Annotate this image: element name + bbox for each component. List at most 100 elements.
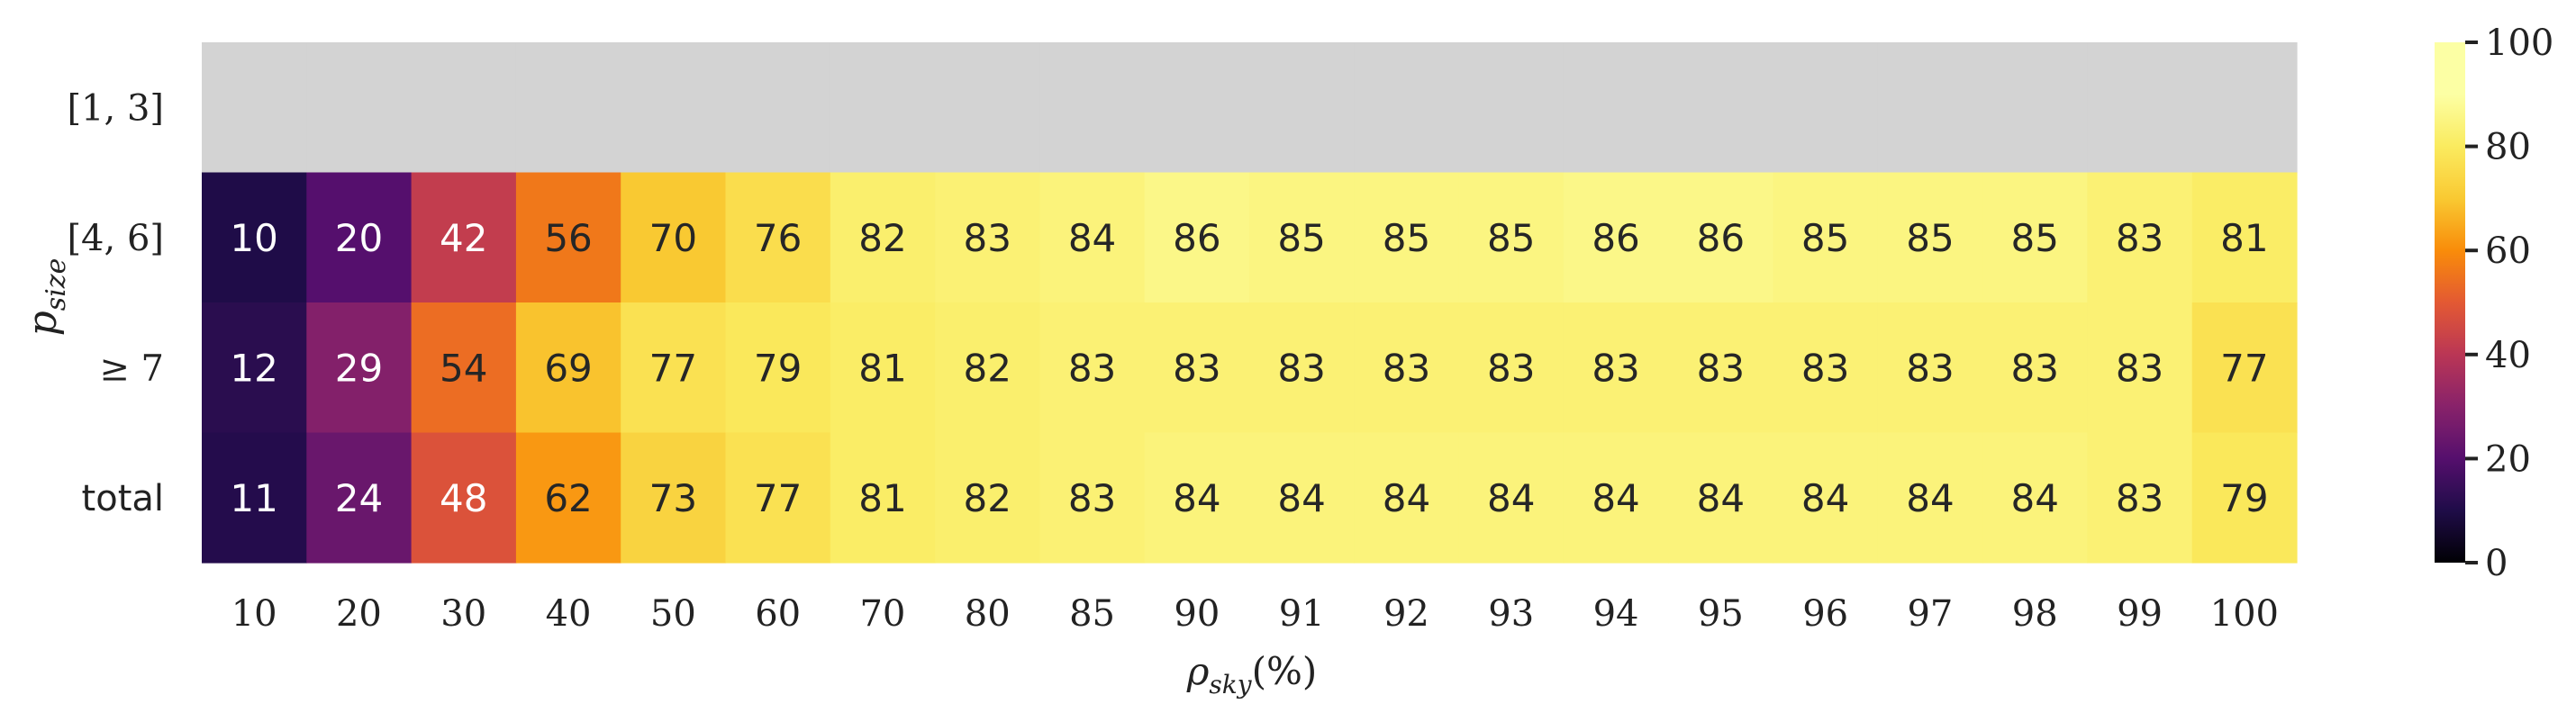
heatmap-cell [411,42,517,174]
cell-value-label: 20 [335,216,383,260]
cell-value-label: 83 [1068,476,1116,520]
heatmap-cell [725,42,831,174]
heatmap-cell [1249,42,1355,174]
cell-value-label: 62 [544,476,592,520]
x-tick-label: 98 [2012,593,2058,635]
cell-value-label: 24 [335,476,383,520]
heatmap-cell [1982,302,2088,434]
x-axis-label-suffix: (%) [1252,649,1318,693]
x-tick-labels: 10 20 30 40 50 60 70 80 85 90 91 92 93 94 95 96 97 98 99 10… [231,593,2279,635]
colorbar-tick-label: 0 [2485,543,2508,584]
y-tick-label: total [82,478,164,519]
cell-value-label: 77 [754,476,802,520]
x-tick-label: 20 [336,593,382,635]
x-tick-label: 30 [440,593,486,635]
heatmap-cell [830,302,936,434]
x-tick-label: 94 [1593,593,1639,635]
y-axis-label-symbol: p [20,311,66,336]
cell-value-label: 84 [1068,216,1116,260]
y-tick-label: ≥ 7 [99,347,164,389]
x-axis-label-symbol: ρ [1186,649,1210,693]
heatmap-cell [2191,432,2298,564]
cell-value-label: 83 [2116,216,2163,260]
heatmap-cell [725,302,831,434]
cell-value-label: 85 [1487,216,1535,260]
x-tick-label: 96 [1802,593,1848,635]
cell-value-label: 69 [544,346,592,390]
cell-value-label: 83 [2116,346,2163,390]
cell-value-label: 84 [1906,476,1954,520]
colorbar-tick-label: 100 [2485,23,2553,64]
cell-value-label: 85 [2011,216,2059,260]
heatmap-cell [411,432,517,564]
cell-value-label: 85 [1383,216,1430,260]
cell-value-label: 84 [1277,476,1325,520]
cell-value-label: 81 [858,476,906,520]
heatmap-cell [1249,172,1355,303]
heatmap-cell [1982,42,2088,174]
heatmap-cell [935,432,1040,564]
x-tick-label: 92 [1383,593,1429,635]
cell-value-label: 83 [1487,346,1535,390]
heatmap-cell [2087,302,2193,434]
x-tick-label: 99 [2117,593,2163,635]
y-tick-label: [4, 6] [67,218,164,259]
cell-value-label: 84 [2011,476,2059,520]
cell-value-label: 86 [1592,216,1639,260]
x-axis-label-subscript: sky [1209,670,1252,699]
x-tick-label: 85 [1069,593,1115,635]
heatmap-cell [515,172,621,303]
heatmap-cell [1039,432,1146,564]
heatmap-cell [306,432,413,564]
heatmap-cell [1458,432,1565,564]
heatmap-cell [1668,432,1774,564]
cell-value-label: 76 [754,216,802,260]
heatmap-cell [1982,432,2088,564]
heatmap-cell [411,302,517,434]
heatmap-cell [515,432,621,564]
heatmap-cell [2191,42,2298,174]
colorbar-tick-label: 40 [2485,335,2531,376]
heatmap-cell [411,172,517,303]
heatmap-cell [306,172,413,303]
heatmap-cell [1144,302,1250,434]
cell-value-label: 83 [1173,346,1220,390]
cell-value-label: 79 [2220,476,2268,520]
x-tick-label: 95 [1698,593,1744,635]
heatmap-cell [2191,302,2298,434]
x-tick-label: 91 [1279,593,1325,635]
heatmap-cell [830,432,936,564]
heatmap-cell [1354,42,1460,174]
heatmap-cell [1877,172,1983,303]
colorbar-gradient [2435,42,2465,563]
heatmap-cell [306,302,413,434]
cell-value-label: 82 [858,216,906,260]
cell-value-label: 48 [440,476,487,520]
cell-value-label: 84 [1173,476,1220,520]
heatmap-cell [1354,302,1460,434]
heatmap-cell [1773,42,1879,174]
x-tick-label: 60 [755,593,801,635]
heatmap-cell [725,172,831,303]
cell-value-label: 83 [1277,346,1325,390]
heatmap-cell [1144,42,1250,174]
cell-value-label: 84 [1487,476,1535,520]
heatmap-cell [202,432,307,564]
colorbar-ticks: 0 20 40 60 80 100 [2465,23,2553,584]
heatmap-cell [1144,432,1250,564]
heatmap-cell [621,432,727,564]
cell-value-label: 81 [2220,216,2268,260]
heatmap-cell [1877,42,1983,174]
heatmap-cell [1563,432,1669,564]
heatmap-cell [1249,302,1355,434]
x-tick-label: 100 [2210,593,2279,635]
x-tick-label: 90 [1174,593,1220,635]
y-tick-label: [1, 3] [67,87,164,129]
heatmap-cell [2087,432,2193,564]
heatmap-cell [202,302,307,434]
heatmap-cell [1668,42,1774,174]
cell-value-label: 84 [1383,476,1430,520]
heatmap-cell [306,42,413,174]
cell-value-label: 86 [1173,216,1220,260]
cell-value-label: 70 [649,216,697,260]
